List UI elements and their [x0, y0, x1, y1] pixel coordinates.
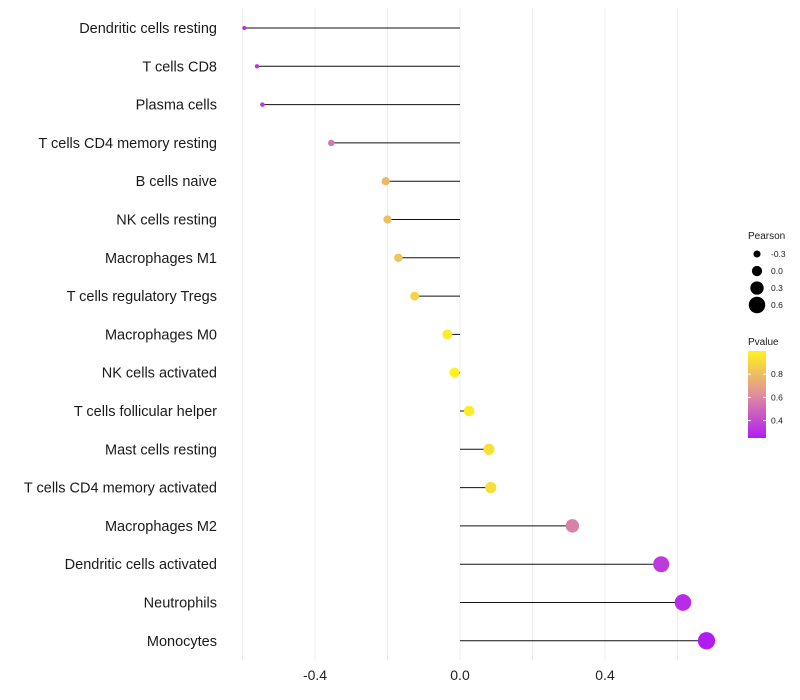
lollipop-point	[242, 25, 247, 31]
x-tick-label: -0.4	[303, 667, 327, 683]
lollipop-point	[674, 594, 692, 611]
lollipop-point	[254, 64, 260, 69]
color-legend-label: 0.4	[771, 416, 783, 426]
lollipop-point	[381, 177, 390, 186]
x-tick-label: 0.0	[450, 667, 470, 683]
lollipop-point	[565, 519, 580, 533]
lollipop-point	[328, 139, 335, 147]
color-legend-label: 0.8	[771, 369, 783, 379]
lollipop-point	[260, 102, 265, 107]
lollipop-point	[442, 329, 453, 340]
size-legend-label: 0.6	[771, 300, 783, 310]
lollipop-stems	[244, 27, 707, 642]
x-axis-ticks: -0.4 0.0 0.4	[303, 667, 615, 683]
category-label: T cells follicular helper	[74, 404, 217, 420]
category-label: Plasma cells	[136, 98, 217, 114]
category-label: Dendritic cells resting	[79, 21, 217, 37]
color-legend-bar	[748, 351, 766, 438]
category-label: Neutrophils	[144, 596, 217, 612]
category-label: Macrophages M1	[105, 251, 217, 267]
lollipop-point	[697, 632, 716, 650]
lollipop-points	[242, 25, 716, 650]
lollipop-point	[449, 367, 460, 378]
lollipop-point	[653, 556, 670, 573]
category-label: T cells CD4 memory resting	[38, 136, 217, 152]
category-label: T cells regulatory Tregs	[67, 289, 217, 305]
size-legend-key	[748, 296, 766, 314]
lollipop-point	[410, 291, 420, 301]
grid-lines	[242, 8, 678, 660]
size-legend-key	[751, 265, 763, 277]
size-legend-label: 0.3	[771, 283, 783, 293]
size-legend-key	[750, 281, 764, 295]
category-label: NK cells activated	[102, 366, 217, 382]
x-tick-label: 0.4	[595, 667, 615, 683]
size-legend-label: -0.3	[771, 249, 786, 259]
category-label: Macrophages M2	[105, 519, 217, 535]
category-label: NK cells resting	[116, 213, 217, 229]
category-label: Mast cells resting	[105, 442, 217, 458]
lollipop-point	[394, 253, 403, 263]
category-label: T cells CD8	[142, 59, 217, 75]
size-legend-key	[753, 250, 761, 258]
category-label: Dendritic cells activated	[65, 557, 217, 573]
lollipop-point	[463, 405, 475, 417]
lollipop-point	[383, 215, 392, 224]
legend: Pearson -0.3 0.0 0.3 0.6 Pvalue 0.8 0.6 0.4	[748, 231, 786, 438]
lollipop-point	[483, 443, 495, 455]
lollipop-point	[485, 482, 497, 494]
category-label: Monocytes	[147, 634, 217, 650]
category-label: B cells naive	[136, 174, 217, 190]
category-labels: Dendritic cells resting T cells CD8 Plasma…	[24, 21, 217, 650]
category-label: T cells CD4 memory activated	[24, 481, 217, 497]
color-legend-title: Pvalue	[748, 337, 779, 348]
color-legend-label: 0.6	[771, 392, 783, 402]
size-legend-label: 0.0	[771, 266, 783, 276]
category-label: Macrophages M0	[105, 327, 217, 343]
size-legend-title: Pearson	[748, 231, 785, 242]
